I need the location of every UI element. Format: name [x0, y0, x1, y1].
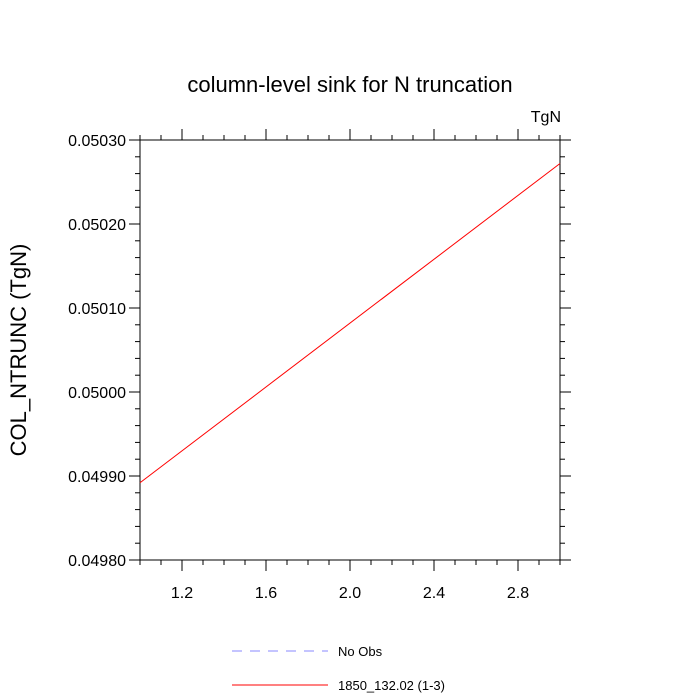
units-label: TgN [531, 109, 561, 126]
y-tick-label: 0.04980 [68, 553, 126, 570]
plot-area: 1.2 1.6 2.0 2.4 2.8 0.04980 0.04990 0.05000 0.05… [68, 129, 571, 602]
series-line [139, 163, 561, 484]
plot-frame [139, 139, 561, 561]
y-tick-label: 0.05000 [68, 385, 126, 402]
legend-label: 1850_132.02 (1-3) [338, 678, 445, 693]
y-tick-label: 0.05010 [68, 301, 126, 318]
x-tick-label: 2.0 [339, 585, 361, 602]
y-tick-label: 0.04990 [68, 469, 126, 486]
y-tick-label: 0.05030 [68, 133, 126, 150]
y-axis-label: COL_NTRUNC (TgN) [6, 244, 31, 457]
x-tick-label: 2.4 [423, 585, 445, 602]
legend: No Obs 1850_132.02 (1-3) [232, 644, 445, 693]
x-tick-label: 1.6 [255, 585, 277, 602]
x-tick-label: 2.8 [507, 585, 529, 602]
legend-label: No Obs [338, 644, 383, 659]
chart-title: column-level sink for N truncation [187, 72, 512, 97]
y-tick-label: 0.05020 [68, 217, 126, 234]
x-tick-label: 1.2 [171, 585, 193, 602]
